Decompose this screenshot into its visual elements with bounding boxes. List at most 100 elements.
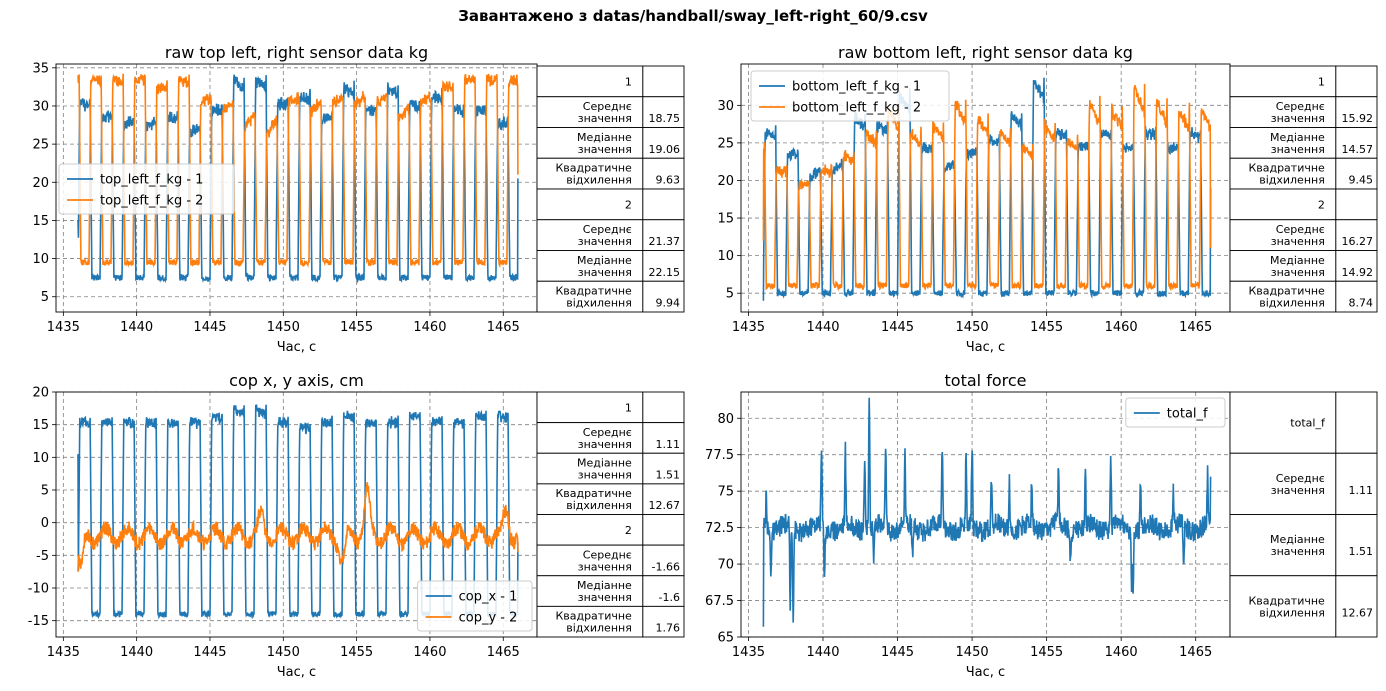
- table-value: 1.51: [656, 469, 681, 482]
- table-value-cell: [642, 544, 685, 577]
- table-label: значення: [578, 591, 632, 604]
- y-tick-label: 5: [41, 484, 49, 499]
- table-value-cell: [1335, 575, 1378, 638]
- table-value: 9.45: [1349, 174, 1374, 187]
- table-label: Квадратичне: [1248, 285, 1325, 298]
- table-label: значення: [1271, 545, 1325, 558]
- legend-label: top_left_f_kg - 1: [100, 173, 203, 188]
- table-label: 2: [1318, 198, 1325, 211]
- table-label-cell: [1229, 452, 1337, 515]
- table-value-cell: [642, 219, 685, 251]
- table-label-cell: [1229, 280, 1337, 313]
- table-label: значення: [1271, 112, 1325, 125]
- table-label: значення: [578, 560, 632, 573]
- table-label: Середнє: [583, 223, 632, 236]
- table-label: значення: [578, 266, 632, 279]
- table-label: відхилення: [1259, 297, 1325, 310]
- subplot-1: raw top left, right sensor data kg 1435 14…: [32, 43, 685, 355]
- table-label: значення: [578, 438, 632, 451]
- table-label: 1: [1318, 75, 1325, 88]
- legend-box: [1125, 397, 1226, 428]
- x-tick-label: 1465: [487, 645, 520, 660]
- legend: total_f: [1125, 397, 1226, 428]
- legend: cop_x - 1 cop_y - 2: [417, 580, 533, 632]
- table-value-cell: [1335, 188, 1378, 221]
- legend-box: [58, 163, 235, 215]
- series-line-1: [77, 74, 519, 284]
- table-label-cell: [536, 157, 644, 190]
- subplot-4: total force 1435 1440 1445 1450 1455 1460 1465 6…: [705, 371, 1378, 680]
- table-label-cell: [536, 96, 644, 128]
- y-tick-label: 10: [717, 249, 734, 264]
- table-value: 9.63: [656, 174, 681, 187]
- x-tick-label: 1455: [340, 320, 373, 335]
- table-label: Медіанне: [1270, 131, 1325, 144]
- y-tick-label: 5: [726, 287, 734, 302]
- table-label: значення: [578, 235, 632, 248]
- table-value-cell: [642, 188, 685, 221]
- table-value-cell: [1335, 452, 1378, 515]
- y-tick-label: 20: [717, 174, 734, 189]
- table-label: Середнє: [583, 548, 632, 561]
- table-value-cell: [642, 452, 685, 485]
- table-value: -1.66: [652, 560, 680, 573]
- table-value-cell: [642, 514, 685, 546]
- table-label: відхилення: [566, 174, 632, 187]
- table-value-cell: [642, 391, 685, 424]
- table-label-cell: [536, 452, 644, 485]
- table-label: Середнє: [1276, 100, 1325, 113]
- x-tick-label: 1440: [806, 645, 839, 660]
- legend: bottom_left_f_kg - 1 bottom_left_f_kg - 2: [750, 70, 950, 122]
- table-label: Медіанне: [577, 579, 632, 592]
- table-value: -1.6: [659, 591, 680, 604]
- x-tick-label: 1460: [413, 320, 446, 335]
- y-tick-label: 25: [32, 138, 49, 153]
- table-value-cell: [642, 575, 685, 607]
- x-tick-label: 1445: [193, 320, 226, 335]
- table-label: значення: [578, 143, 632, 156]
- table-value-cell: [642, 605, 685, 638]
- y-tick-label: 0: [41, 516, 49, 531]
- x-tick-label: 1450: [956, 645, 989, 660]
- table-label: Медіанне: [577, 457, 632, 470]
- table-value-cell: [1335, 280, 1378, 313]
- table-label: значення: [1271, 484, 1325, 497]
- table-label: Середнє: [1276, 472, 1325, 485]
- chart-title: raw bottom left, right sensor data kg: [838, 43, 1133, 62]
- chart-title: raw top left, right sensor data kg: [165, 43, 428, 62]
- table-label: відхилення: [566, 297, 632, 310]
- series-line-2: [77, 482, 519, 572]
- x-tick-label: 1440: [806, 320, 839, 335]
- table-value-cell: [642, 96, 685, 128]
- legend-label: top_left_f_kg - 2: [100, 194, 203, 209]
- table-value-cell: [642, 127, 685, 159]
- table-label-cell: [536, 483, 644, 515]
- table-label: відхилення: [1259, 606, 1325, 619]
- legend: top_left_f_kg - 1 top_left_f_kg - 2: [58, 163, 235, 215]
- table-label-cell: [536, 280, 644, 313]
- table-label: значення: [1271, 143, 1325, 156]
- table-label: Квадратичне: [1248, 162, 1325, 175]
- legend-label: total_f: [1167, 407, 1208, 422]
- y-tick-label: 72.5: [705, 521, 734, 536]
- x-tick-label: 1445: [193, 645, 226, 660]
- table-value: 21.37: [649, 235, 681, 248]
- x-tick-label: 1440: [120, 320, 153, 335]
- x-tick-label: 1455: [340, 645, 373, 660]
- y-tick-label: -10: [28, 582, 49, 597]
- table-value-cell: [642, 65, 685, 98]
- x-tick-label: 1435: [47, 320, 80, 335]
- table-value-cell: [1335, 127, 1378, 159]
- y-tick-label: 15: [717, 212, 734, 227]
- table-value: 12.67: [1342, 606, 1374, 619]
- legend-label: bottom_left_f_kg - 2: [792, 101, 921, 116]
- y-tick-label: 15: [32, 214, 49, 229]
- table-value-cell: [1335, 250, 1378, 282]
- table-label-cell: [1229, 96, 1337, 128]
- y-tick-label: 75: [717, 485, 734, 500]
- x-tick-label: 1445: [881, 320, 914, 335]
- table-value-cell: [642, 422, 685, 454]
- x-tick-label: 1450: [956, 320, 989, 335]
